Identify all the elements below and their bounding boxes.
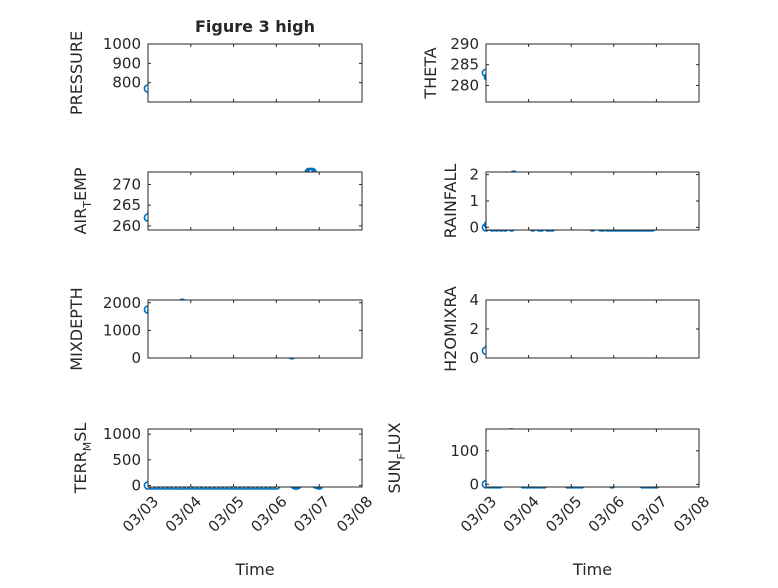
y-axis-label: H2OMIXRA xyxy=(441,286,460,372)
y-tick-label: 900 xyxy=(112,54,141,72)
y-tick-label: 2 xyxy=(469,320,479,338)
y-tick-label: 0 xyxy=(469,218,479,236)
y-tick-label: 800 xyxy=(112,74,141,92)
chart-air_temp: 260 265 270 AIRTEMP xyxy=(71,167,363,235)
chart-mixdepth: 0 1000 2000 MIXDEPTH xyxy=(67,287,363,371)
x-tick-label: 03/07 xyxy=(627,493,670,536)
axes-frame xyxy=(485,43,700,103)
x-axis-label: Time xyxy=(234,560,274,579)
axes-frame xyxy=(147,428,363,488)
x-tick-label: 03/08 xyxy=(333,493,376,536)
x-tick-label: 03/08 xyxy=(670,493,713,536)
y-tick-label: 4 xyxy=(469,291,479,309)
chart-rainfall: 0 1 2 RAINFALL xyxy=(441,164,700,239)
y-tick-label: 500 xyxy=(112,451,141,469)
chart-terr_msl: 0 500 1000 03/03 03/04 03/05 03/06 03/07 03/08 Ti… xyxy=(71,423,376,579)
y-tick-label: 1000 xyxy=(103,321,141,339)
x-tick-label: 03/03 xyxy=(119,493,162,536)
x-tick-label: 03/07 xyxy=(290,493,333,536)
y-tick-label: 285 xyxy=(450,56,479,74)
y-tick-label: 100 xyxy=(450,442,479,460)
x-tick-label: 03/06 xyxy=(585,493,628,536)
y-tick-label: 2 xyxy=(469,166,479,184)
y-tick-label: 270 xyxy=(112,175,141,193)
chart-h2omixra: 0 2 4 H2OMIXRA xyxy=(441,286,700,372)
x-axis-label: Time xyxy=(572,560,612,579)
x-tick-label: 03/06 xyxy=(247,493,290,536)
y-tick-label: 0 xyxy=(469,475,479,493)
y-tick-label: 290 xyxy=(450,35,479,53)
y-axis-label: SUNFLUX xyxy=(385,422,408,493)
y-axis-label: TERRMSL xyxy=(71,423,94,495)
x-tick-label: 03/04 xyxy=(500,493,543,536)
axes-frame xyxy=(147,171,363,231)
y-tick-label: 0 xyxy=(469,349,479,367)
x-tick-label: 03/04 xyxy=(162,493,205,536)
y-axis-label: AIRTEMP xyxy=(71,167,94,234)
y-tick-label: 1 xyxy=(469,192,479,210)
axes-frame xyxy=(147,299,363,359)
y-axis-label: THETA xyxy=(421,47,440,99)
axes-frame xyxy=(485,428,700,488)
chart-title: Figure 3 high xyxy=(195,17,315,36)
y-tick-label: 2000 xyxy=(103,294,141,312)
chart-sun_flux: 0 100 03/03 03/04 03/05 03/06 03/07 03/08 Time SU… xyxy=(385,422,713,579)
x-tick-label: 03/05 xyxy=(205,493,248,536)
axes-frame xyxy=(485,171,700,231)
y-tick-label: 1000 xyxy=(103,425,141,443)
y-tick-label: 0 xyxy=(131,476,141,494)
y-tick-label: 265 xyxy=(112,196,141,214)
chart-theta: 280 285 290 THETA xyxy=(421,35,700,103)
y-tick-label: 0 xyxy=(131,349,141,367)
x-tick-label: 03/05 xyxy=(542,493,585,536)
y-tick-label: 280 xyxy=(450,76,479,94)
y-axis-label: MIXDEPTH xyxy=(67,287,86,370)
y-axis-label: PRESSURE xyxy=(67,31,86,115)
axes-frame xyxy=(485,299,700,359)
y-tick-label: 1000 xyxy=(103,35,141,53)
y-tick-label: 260 xyxy=(112,217,141,235)
y-axis-label: RAINFALL xyxy=(441,164,460,239)
axes-frame xyxy=(147,43,363,103)
x-tick-label: 03/03 xyxy=(457,493,500,536)
